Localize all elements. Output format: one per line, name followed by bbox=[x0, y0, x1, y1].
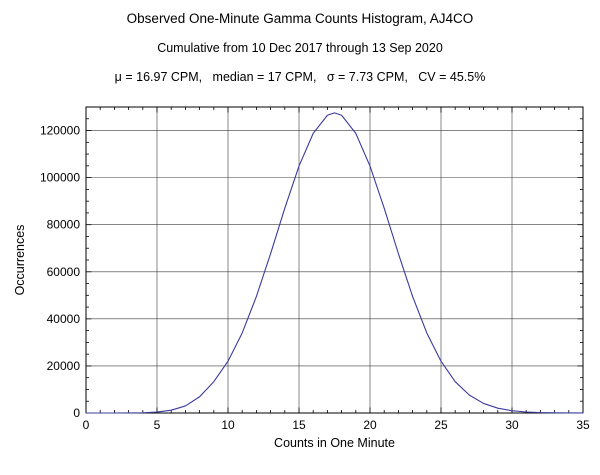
x-tick-label: 5 bbox=[154, 418, 161, 432]
x-tick-label: 0 bbox=[83, 418, 90, 432]
chart-subtitle: Cumulative from 10 Dec 2017 through 13 S… bbox=[157, 41, 443, 55]
x-tick-label: 10 bbox=[221, 418, 235, 432]
y-tick-label: 0 bbox=[73, 406, 80, 420]
y-tick-label: 40000 bbox=[47, 312, 81, 326]
y-tick-label: 20000 bbox=[47, 359, 81, 373]
x-tick-label: 20 bbox=[363, 418, 377, 432]
y-tick-label: 120000 bbox=[40, 124, 80, 138]
chart-stats-line: μ = 16.97 CPM, median = 17 CPM, σ = 7.73… bbox=[114, 70, 486, 84]
histogram-curve bbox=[85, 112, 584, 414]
plot-frame bbox=[85, 106, 584, 414]
x-axis-label: Counts in One Minute bbox=[274, 436, 395, 450]
y-tick-label: 100000 bbox=[40, 171, 80, 185]
y-axis-label: Occurrences bbox=[13, 225, 27, 296]
x-tick-label: 35 bbox=[576, 418, 590, 432]
y-tick-label: 60000 bbox=[47, 265, 81, 279]
x-tick-label: 15 bbox=[292, 418, 306, 432]
chart-title: Observed One-Minute Gamma Counts Histogr… bbox=[126, 11, 474, 26]
x-tick-label: 25 bbox=[434, 418, 448, 432]
x-tick-label: 30 bbox=[505, 418, 519, 432]
y-tick-label: 80000 bbox=[47, 218, 81, 232]
